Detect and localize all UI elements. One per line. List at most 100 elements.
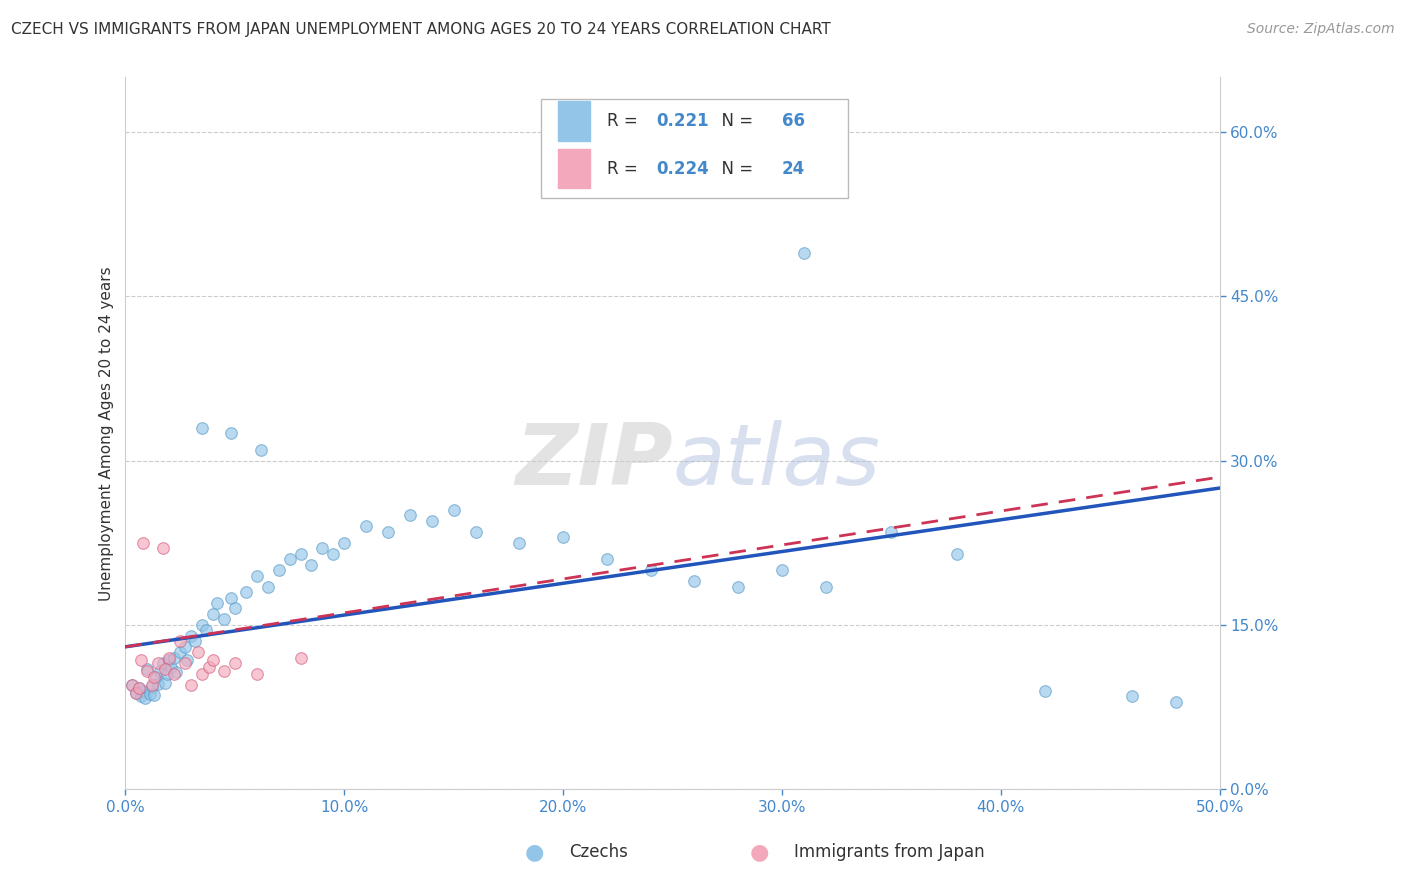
Point [149,664,172,678]
Point [1033,683,1056,698]
Point [132,536,155,550]
Point [136,662,159,676]
Point [770,563,793,577]
Point [793,245,815,260]
Point [256,580,278,594]
Point [246,667,269,681]
Point [136,664,159,678]
Point [235,585,257,599]
Point [212,664,235,678]
Point [727,580,749,594]
Point [176,653,198,667]
Point [704,109,727,123]
Point [443,503,465,517]
Text: 66: 66 [782,112,806,130]
Point [125,686,148,700]
Bar [558,149,591,188]
Point [148,677,170,691]
Point [880,524,903,539]
FancyBboxPatch shape [541,99,848,198]
Point [134,691,156,706]
Point [173,657,195,671]
Point [399,508,422,523]
Point [169,634,191,648]
Point [156,667,179,681]
Point [311,541,333,556]
Text: ZIP: ZIP [515,420,672,503]
Text: ●: ● [524,842,544,862]
Point [195,624,218,638]
Bar [558,102,591,141]
Text: N =: N = [711,160,758,178]
Point [508,536,530,550]
Point [187,645,209,659]
Point [683,574,706,588]
Text: atlas: atlas [672,420,880,503]
Point [152,657,174,671]
Point [290,650,312,665]
Point [157,650,180,665]
Point [141,678,163,692]
Point [224,657,246,671]
Point [207,596,229,610]
Point [278,552,301,566]
Point [162,650,184,665]
Point [165,665,187,679]
Point [142,688,165,702]
Point [153,676,176,690]
Point [128,681,150,696]
Point [201,653,224,667]
Y-axis label: Unemployment Among Ages 20 to 24 years: Unemployment Among Ages 20 to 24 years [100,266,114,600]
Text: R =: R = [607,160,643,178]
Text: CZECH VS IMMIGRANTS FROM JAPAN UNEMPLOYMENT AMONG AGES 20 TO 24 YEARS CORRELATIO: CZECH VS IMMIGRANTS FROM JAPAN UNEMPLOYM… [11,22,831,37]
Point [129,689,152,703]
Text: 0.221: 0.221 [657,112,709,130]
Point [145,670,167,684]
Text: Source: ZipAtlas.com: Source: ZipAtlas.com [1247,22,1395,37]
Point [162,667,184,681]
Point [197,659,219,673]
Point [464,524,486,539]
Text: Czechs: Czechs [569,843,628,861]
Point [301,558,323,572]
Point [132,683,155,698]
Point [322,547,344,561]
Point [250,442,273,457]
Point [219,591,242,605]
Text: N =: N = [711,112,758,130]
Point [138,687,160,701]
Point [420,514,443,528]
Point [152,541,174,556]
Point [184,634,207,648]
Point [212,612,235,626]
Point [377,524,399,539]
Point [160,659,183,673]
Point [128,681,150,696]
Point [1121,689,1143,703]
Point [640,563,662,577]
Text: 24: 24 [782,160,806,178]
Point [125,686,148,700]
Point [219,426,242,441]
Point [553,530,575,544]
Point [1164,694,1187,708]
Point [121,678,143,692]
Point [180,678,202,692]
Point [180,629,202,643]
Point [333,536,356,550]
Text: 0.224: 0.224 [657,160,709,178]
Point [191,618,214,632]
Point [129,653,152,667]
Point [596,552,619,566]
Point [169,645,191,659]
Point [267,563,290,577]
Point [201,607,224,621]
Point [153,662,176,676]
Point [157,653,180,667]
Point [141,681,163,695]
Point [354,519,377,533]
Point [191,421,214,435]
Point [290,547,312,561]
Point [148,657,170,671]
Point [946,547,969,561]
